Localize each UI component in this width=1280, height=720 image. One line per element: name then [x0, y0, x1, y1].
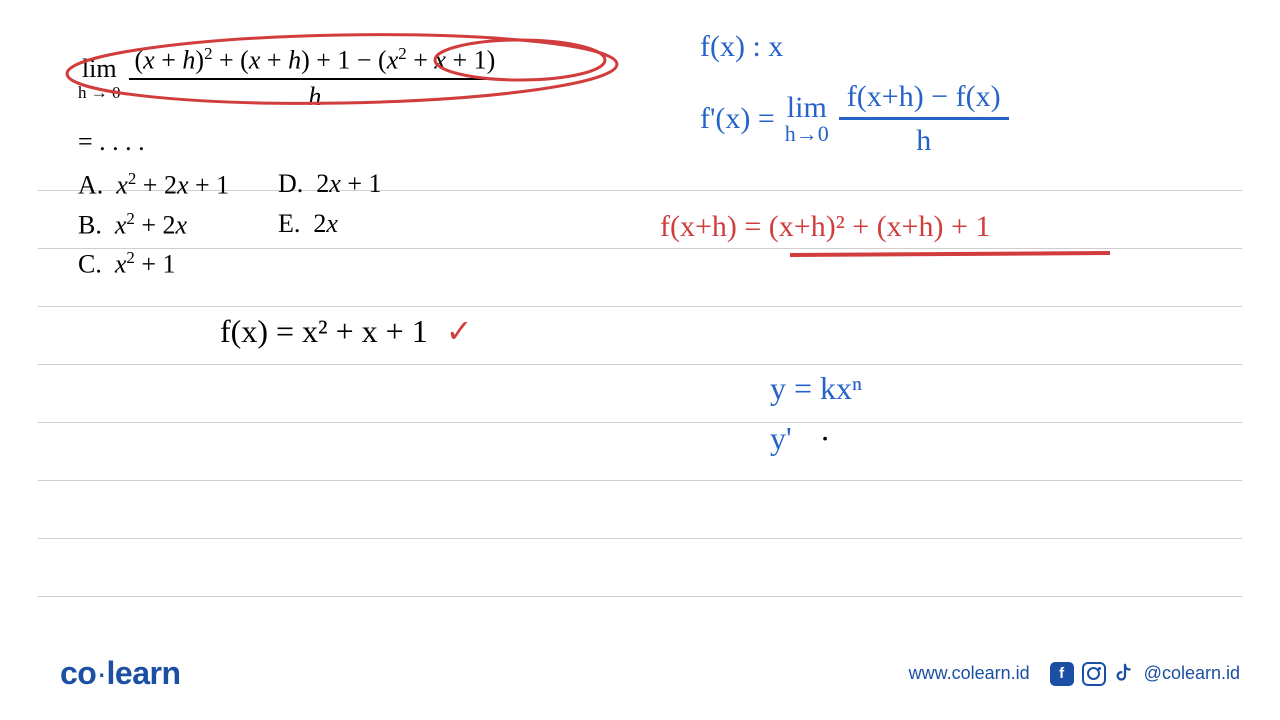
- footer-handle: @colearn.id: [1144, 663, 1240, 684]
- option-e: E. 2x: [278, 209, 438, 241]
- answer-options: A. x2 + 2x + 1 D. 2x + 1 B. x2 + 2x E. 2…: [78, 169, 501, 280]
- hw-power-rule-yprime: y' ·: [770, 420, 830, 457]
- social-icons: f @colearn.id: [1050, 662, 1240, 686]
- equals-blank: = . . . .: [78, 127, 501, 157]
- footer-url: www.colearn.id: [909, 663, 1030, 684]
- instagram-icon: [1082, 662, 1106, 686]
- hw-den: h: [916, 120, 931, 157]
- tiktok-icon: [1114, 663, 1136, 685]
- footer: co·learn www.colearn.id f @colearn.id: [60, 655, 1240, 692]
- check-mark-icon: ✓: [446, 313, 473, 349]
- hw-lim-sub: h→0: [785, 123, 829, 145]
- hw-power-rule-y: y = kxⁿ: [770, 370, 862, 407]
- hw-fx-result: f(x) = x² + x + 1 ✓: [220, 312, 473, 350]
- red-underline-fxh: [790, 250, 1110, 260]
- hw-fxh: f(x+h) = (x+h)² + (x+h) + 1: [660, 210, 990, 244]
- option-d: D. 2x + 1: [278, 169, 438, 201]
- option-a: A. x2 + 2x + 1: [78, 169, 278, 201]
- lim-sub: h → 0: [78, 84, 121, 101]
- lim-label: lim: [82, 56, 117, 82]
- option-b: B. x2 + 2x: [78, 209, 278, 241]
- facebook-icon: f: [1050, 662, 1074, 686]
- hw-dot: ·: [820, 420, 831, 456]
- fraction-denominator: h: [308, 80, 321, 112]
- hw-fprime-lhs: f'(x) =: [700, 102, 775, 136]
- fraction-numerator: (x + h)2 + (x + h) + 1 − (x2 + x + 1): [129, 45, 502, 80]
- problem-statement: lim h → 0 (x + h)2 + (x + h) + 1 − (x2 +…: [78, 45, 501, 280]
- hw-lim: lim: [787, 93, 827, 123]
- option-c: C. x2 + 1: [78, 248, 278, 280]
- hw-fprime-def: f'(x) = lim h→0 f(x+h) − f(x) h: [700, 80, 1009, 157]
- hw-num: f(x+h) − f(x): [839, 80, 1009, 120]
- hw-fx-eq-x: f(x) : x: [700, 30, 783, 64]
- limit-expression: lim h → 0 (x + h)2 + (x + h) + 1 − (x2 +…: [78, 45, 501, 112]
- brand-logo: co·learn: [60, 655, 180, 692]
